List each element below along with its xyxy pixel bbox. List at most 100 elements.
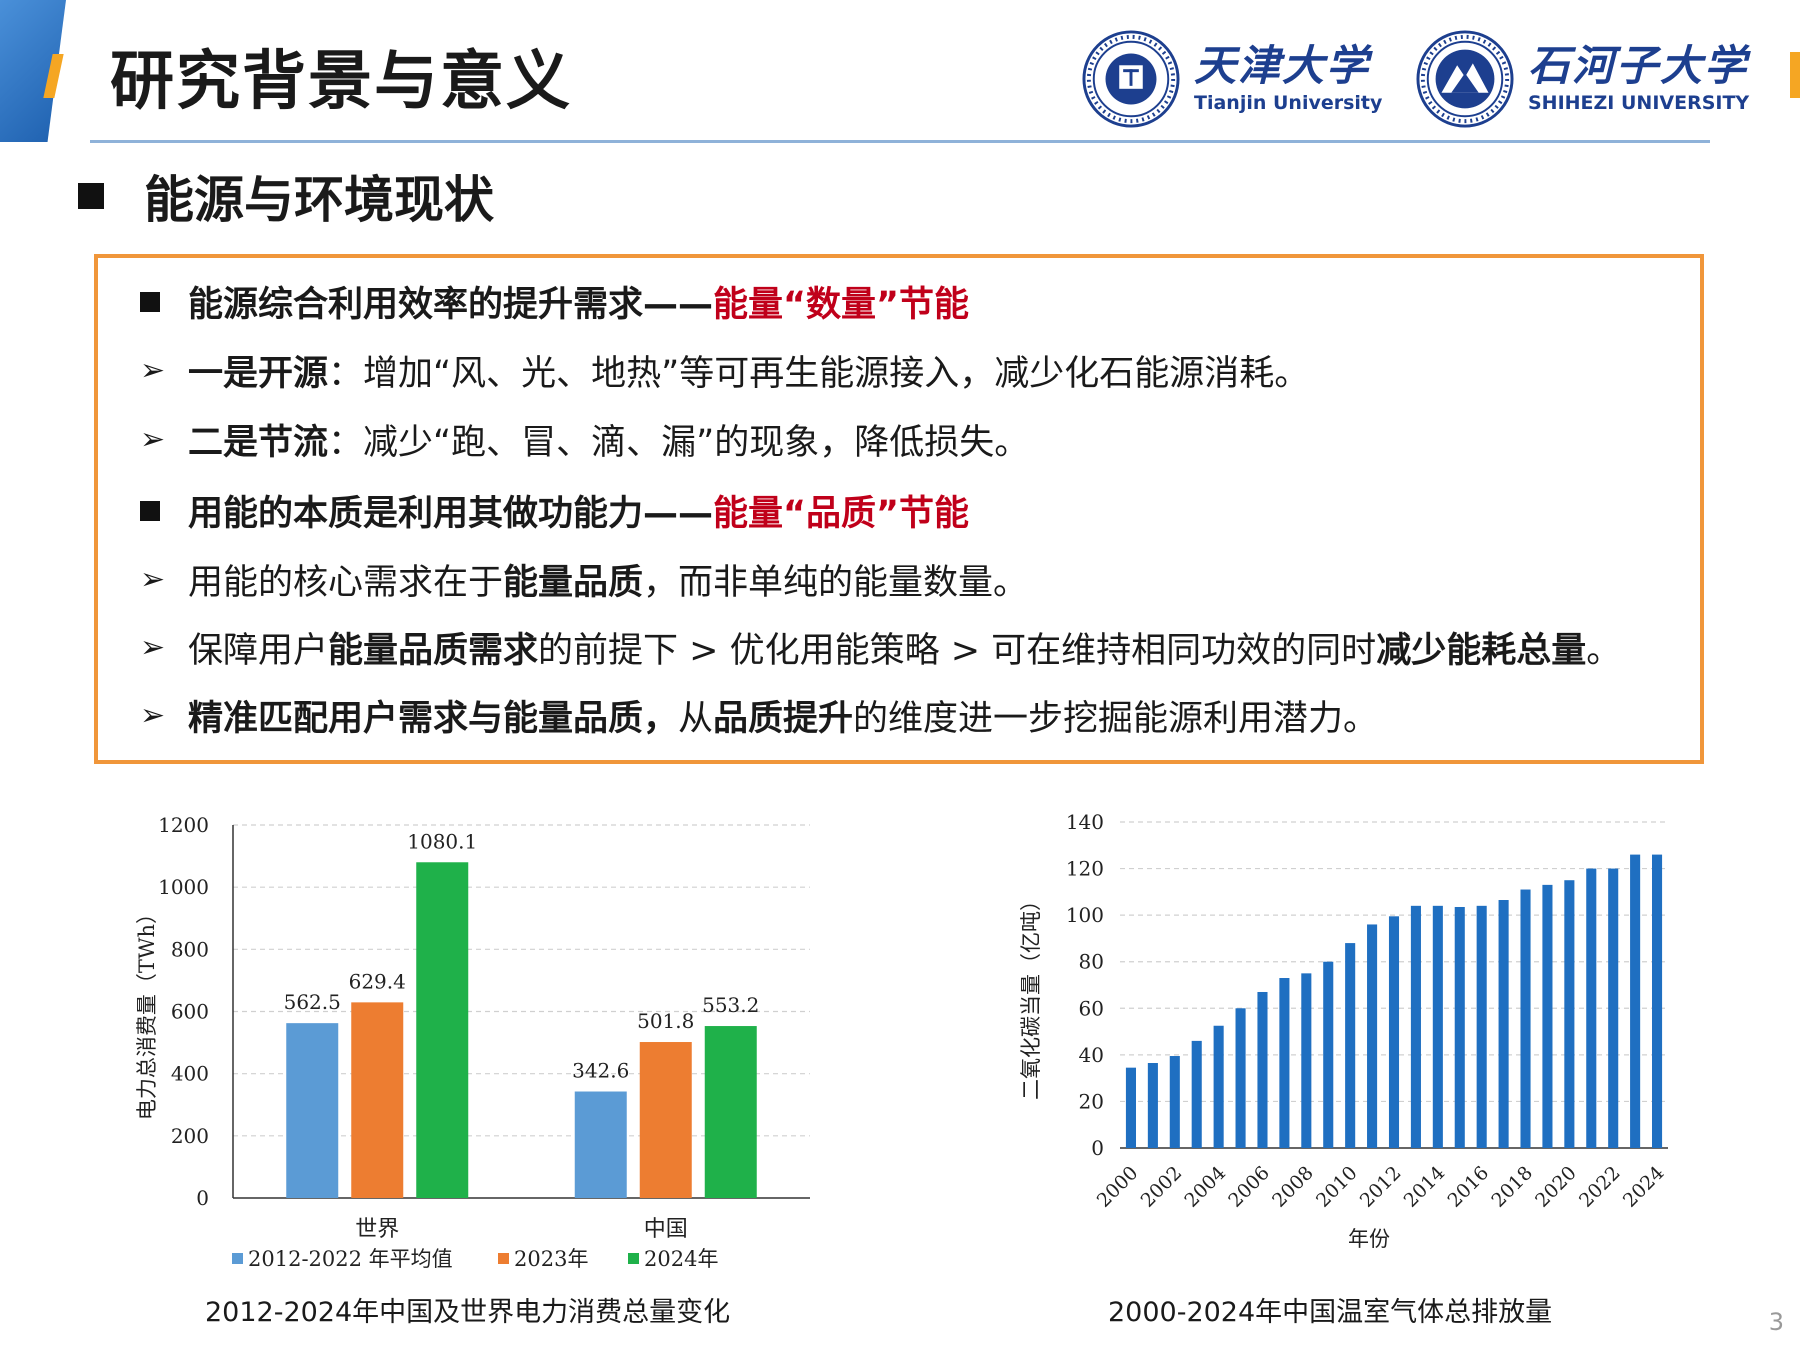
y-tick-label: 60 xyxy=(1079,996,1104,1020)
key-point-text: 的前提下 > 优化用能策略 > 可在维持相同功效的同时 xyxy=(538,631,1377,671)
key-point-line: ➢ 一是开源 ：增加“风、光、地热”等可再生能源接入，减少化石能源消耗。 xyxy=(140,345,1309,396)
x-tick-label: 2008 xyxy=(1268,1162,1318,1212)
bar xyxy=(1301,973,1312,1148)
legend-label: 2012-2022 年平均值 xyxy=(248,1247,453,1271)
electricity-chart-svg: 0 200 400 600 800 1000 1200 562.5 629.4 1080.1 世界 3… xyxy=(135,813,810,1271)
data-label: 553.2 xyxy=(702,993,759,1017)
key-point-text: 能源综合利用效率的提升需求—— xyxy=(188,285,714,325)
x-tick-label: 2010 xyxy=(1312,1162,1362,1212)
y-tick-label: 0 xyxy=(196,1186,209,1210)
bar xyxy=(574,1091,627,1198)
key-point-text: 能量品质需求 xyxy=(328,631,539,671)
key-point-line: ➢ 保障用户 能量品质需求 的前提下 > 优化用能策略 > 可在维持相同功效的同时 减少… xyxy=(140,622,1621,673)
shihezi-university-logo: 石河子大学 SHIHEZI UNIVERSITY xyxy=(1416,30,1749,128)
x-category-label: 中国 xyxy=(644,1217,688,1242)
key-point-line: ➢ 精准匹配用户需求与能量品质，从品质提升 的维度进一步挖掘能源利用潜力。 xyxy=(140,690,1378,741)
key-point-line: 用能的本质是利用其做功能力—— 能量“品质”节能 xyxy=(140,485,969,536)
bar xyxy=(1388,916,1400,1148)
legend-swatch xyxy=(232,1253,243,1264)
bar xyxy=(1367,924,1378,1148)
key-point-text: 保障用户 xyxy=(188,631,329,671)
key-point-text: 能量“数量”节能 xyxy=(713,285,970,325)
bar xyxy=(1651,854,1663,1148)
bar xyxy=(1410,905,1421,1148)
section-heading-text: 能源与环境现状 xyxy=(144,171,494,229)
key-point-text: 用能的核心需求在于 xyxy=(188,563,504,603)
y-tick-label: 800 xyxy=(171,937,209,961)
ghg-emissions-chart: 0 20 40 60 80 100 120 140 2000 2002 2004 2006 2008 20… xyxy=(1010,795,1690,1269)
y-tick-label: 1200 xyxy=(158,813,209,837)
key-point-text: 能量“品质”节能 xyxy=(713,494,970,534)
x-tick-label: 2016 xyxy=(1443,1162,1493,1212)
square-bullet-icon xyxy=(78,183,104,209)
bar xyxy=(704,1026,757,1198)
bar xyxy=(1520,889,1531,1148)
bar xyxy=(1191,1040,1202,1148)
data-label: 342.6 xyxy=(572,1059,629,1083)
bar xyxy=(1608,868,1619,1148)
x-tick-label: 2004 xyxy=(1180,1162,1230,1212)
bar xyxy=(286,1023,339,1198)
key-point-text: 。 xyxy=(1586,631,1622,671)
y-axis-title: 二氧化碳当量（亿吨） xyxy=(1019,890,1043,1100)
header-accent-stripe-right xyxy=(1790,52,1800,98)
bar xyxy=(1542,884,1553,1148)
data-label: 1080.1 xyxy=(407,829,477,853)
legend-swatch xyxy=(498,1253,509,1264)
arrow-bullet-icon: ➢ xyxy=(140,630,166,665)
y-tick-label: 200 xyxy=(171,1124,209,1148)
x-tick-label: 2012 xyxy=(1356,1162,1406,1212)
key-point-text: 精准匹配用户需求与能量品质， xyxy=(188,699,679,739)
bar xyxy=(1235,1008,1246,1148)
y-tick-label: 600 xyxy=(171,1000,209,1024)
bar xyxy=(1432,905,1443,1148)
legend-swatch xyxy=(628,1253,639,1264)
x-tick-label: 2006 xyxy=(1224,1162,1274,1212)
bar xyxy=(639,1042,692,1198)
emissions-chart-svg: 0204060801001201402000200220042006200820… xyxy=(1019,810,1669,1251)
y-tick-label: 400 xyxy=(171,1062,209,1086)
y-axis-title: 电力总消费量（TWh） xyxy=(135,903,159,1120)
bar xyxy=(1498,900,1509,1148)
tianjin-university-name-en: Tianjin University xyxy=(1194,92,1383,114)
key-point-text: 从 xyxy=(678,699,714,739)
x-category-label: 世界 xyxy=(355,1217,399,1242)
bar xyxy=(1125,1067,1137,1148)
x-tick-label: 2020 xyxy=(1531,1162,1581,1212)
square-bullet-icon xyxy=(140,500,188,521)
key-point-text: 的维度进一步挖掘能源利用潜力。 xyxy=(853,699,1379,739)
y-tick-label: 0 xyxy=(1091,1136,1104,1160)
x-tick-label: 2002 xyxy=(1137,1162,1187,1212)
key-points-box: 能源综合利用效率的提升需求—— 能量“数量”节能 ➢ 一是开源 ：增加“风、光、地热”等… xyxy=(94,254,1704,764)
shihezi-university-name-en: SHIHEZI UNIVERSITY xyxy=(1528,92,1750,114)
tianjin-university-name-cn: 天津大学 xyxy=(1194,41,1371,90)
x-axis-title: 年份 xyxy=(1348,1227,1390,1251)
y-tick-label: 20 xyxy=(1079,1089,1104,1113)
key-point-text: ：增加“风、光、地热”等可再生能源接入，减少化石能源消耗。 xyxy=(328,354,1310,394)
shihezi-university-name-cn: 石河子大学 xyxy=(1528,41,1749,90)
key-point-text: ，而非单纯的能量数量。 xyxy=(643,563,1029,603)
x-tick-label: 2014 xyxy=(1400,1162,1450,1212)
bar xyxy=(416,862,469,1198)
bar xyxy=(1476,905,1487,1148)
arrow-bullet-icon: ➢ xyxy=(140,698,166,733)
y-tick-label: 80 xyxy=(1079,950,1104,974)
x-tick-label: 2000 xyxy=(1093,1162,1143,1212)
legend-label: 2024年 xyxy=(644,1247,718,1271)
key-point-line: 能源综合利用效率的提升需求—— 能量“数量”节能 xyxy=(140,276,969,327)
bar xyxy=(1345,943,1356,1148)
electricity-consumption-chart: 0 200 400 600 800 1000 1200 562.5 629.4 1080.1 世界 3… xyxy=(120,795,840,1289)
key-point-text: 用能的本质是利用其做功能力—— xyxy=(188,494,714,534)
bar xyxy=(1630,854,1641,1148)
y-tick-label: 100 xyxy=(1066,903,1104,927)
key-point-text: 品质提升 xyxy=(713,699,854,739)
data-label: 629.4 xyxy=(349,969,406,993)
key-point-text: 减少能耗总量 xyxy=(1376,631,1587,671)
bar xyxy=(1323,961,1334,1148)
key-point-text: 二是节流 xyxy=(188,423,329,463)
page-number: 3 xyxy=(1768,1308,1784,1336)
key-point-text: 能量品质 xyxy=(503,563,644,603)
bar xyxy=(1169,1056,1180,1148)
key-point-text: 一是开源 xyxy=(188,354,329,394)
data-label: 562.5 xyxy=(284,990,341,1014)
